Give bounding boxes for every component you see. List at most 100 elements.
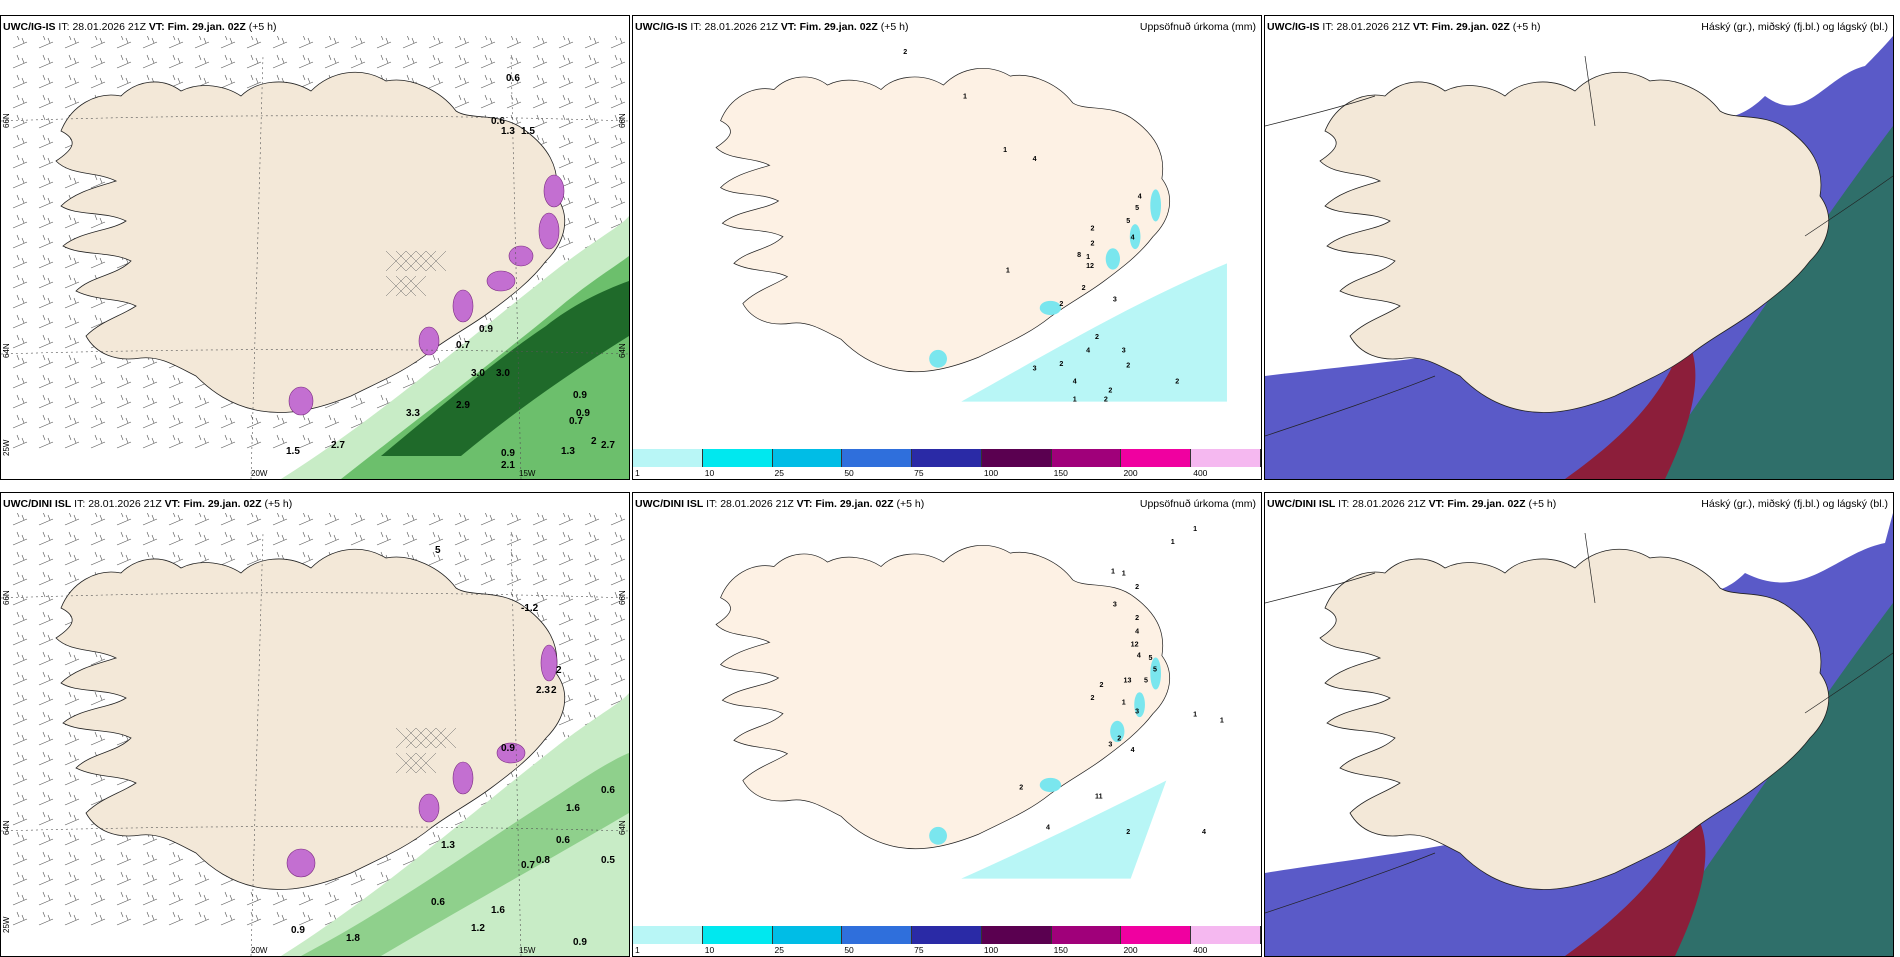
wind-barb	[64, 334, 80, 349]
value-label: 0.9	[576, 408, 590, 419]
wind-barb	[220, 36, 236, 49]
wind-barb	[12, 54, 28, 69]
wind-barb	[584, 671, 600, 686]
wind-barb	[584, 631, 600, 646]
value-label: 3	[1108, 741, 1112, 749]
wind-barb	[558, 54, 574, 69]
value-label: 8	[1077, 251, 1081, 259]
wind-barb	[220, 54, 236, 69]
wind-barb	[12, 731, 28, 746]
wind-barb	[376, 394, 392, 409]
value-label: 3	[1033, 364, 1037, 372]
lon-label-25w: 25W	[2, 439, 11, 456]
wind-barb	[532, 531, 548, 546]
iceland-land	[1319, 548, 1829, 890]
wind-barb	[64, 214, 80, 229]
wind-barb	[64, 831, 80, 846]
wind-barb	[12, 711, 28, 726]
grid-lines	[1265, 532, 1893, 914]
wind-barb	[584, 611, 600, 626]
wind-barb	[38, 891, 54, 906]
colorbar-label: 400	[1193, 468, 1208, 478]
value-label: 2	[1019, 783, 1023, 791]
wind-barb	[584, 114, 600, 129]
wind-barb	[324, 531, 340, 546]
wind-barb	[610, 154, 626, 169]
wind-barb	[38, 571, 54, 586]
cloud-map	[1265, 513, 1893, 956]
wind-barb	[558, 531, 574, 546]
wind-barb	[116, 434, 132, 449]
wind-barb	[454, 531, 470, 546]
value-label: 3.3	[406, 408, 420, 419]
wind-barb	[64, 651, 80, 666]
wind-barb	[168, 513, 184, 526]
wind-barb	[610, 174, 626, 189]
value-label: 4	[1046, 824, 1050, 832]
wind-barb	[454, 571, 470, 586]
forecast-values: -1.222.3 20.90.61.60.61.30.7 0.8 0.50.60.91…	[291, 545, 615, 948]
wind-barb	[246, 531, 262, 546]
iceland-land	[715, 545, 1170, 850]
wind-barb	[168, 434, 184, 449]
value-label: 2	[1082, 284, 1086, 292]
wind-barb	[38, 551, 54, 566]
colorbar-label: 1	[635, 468, 640, 478]
wind-barb	[428, 36, 444, 49]
wind-barb	[64, 551, 80, 566]
value-label: 0.7	[521, 860, 535, 871]
wind-barb	[584, 551, 600, 566]
wind-barb	[558, 134, 574, 149]
panel-precip-dini: UWC/DINI ISL IT: 28.01.2026 21Z VT: Fim.…	[632, 492, 1262, 957]
wind-barb	[558, 114, 574, 129]
magenta-precip	[286, 644, 558, 878]
wind-barb	[116, 36, 132, 49]
wind-barb	[116, 911, 132, 926]
colorbar-label: 75	[914, 945, 924, 955]
wind-barb	[90, 891, 106, 906]
wind-barb	[38, 36, 54, 49]
value-label: 2	[1135, 583, 1139, 591]
wind-barb	[558, 551, 574, 566]
wind-barb	[90, 851, 106, 866]
wind-barb	[376, 54, 392, 69]
wind-barb	[116, 374, 132, 389]
value-label: 0.6	[556, 835, 570, 846]
precip-green-mid	[341, 256, 629, 479]
wind-barb	[220, 414, 236, 429]
wind-barb	[90, 911, 106, 926]
wind-barb	[610, 671, 626, 686]
value-label: 1.8	[346, 933, 360, 944]
wind-barb	[12, 611, 28, 626]
wind-barb	[454, 513, 470, 526]
wind-barb	[272, 891, 288, 906]
wind-barb	[90, 871, 106, 886]
wind-barb	[480, 74, 496, 89]
wind-barb	[12, 74, 28, 89]
lat-label-64n: 64N	[2, 343, 11, 358]
wind-barb	[116, 871, 132, 886]
value-label: 1.6	[491, 905, 505, 916]
wind-barb	[558, 711, 574, 726]
colorbar-cell	[842, 449, 913, 467]
colorbar-label: 25	[774, 468, 785, 478]
wind-barb	[532, 54, 548, 69]
wind-barb	[558, 591, 574, 606]
wind-barb	[532, 114, 548, 129]
wind-barb	[428, 531, 444, 546]
wind-barb	[38, 154, 54, 169]
panel-precip-ig: UWC/IG-IS IT: 28.01.2026 21Z VT: Fim. 29…	[632, 15, 1262, 480]
value-label: 2	[551, 685, 557, 696]
wind-barb	[558, 651, 574, 666]
wind-barb	[90, 531, 106, 546]
wind-barb	[64, 791, 80, 806]
colorbar-label: 200	[1123, 468, 1138, 478]
colorbar-cell	[633, 449, 703, 467]
wind-barb	[584, 591, 600, 606]
wind-barb	[584, 134, 600, 149]
wind-barb	[168, 911, 184, 926]
wind-barb	[90, 36, 106, 49]
colorbar-label: 1	[635, 945, 640, 955]
grid-lines	[1265, 55, 1893, 437]
wind-barb	[64, 274, 80, 289]
